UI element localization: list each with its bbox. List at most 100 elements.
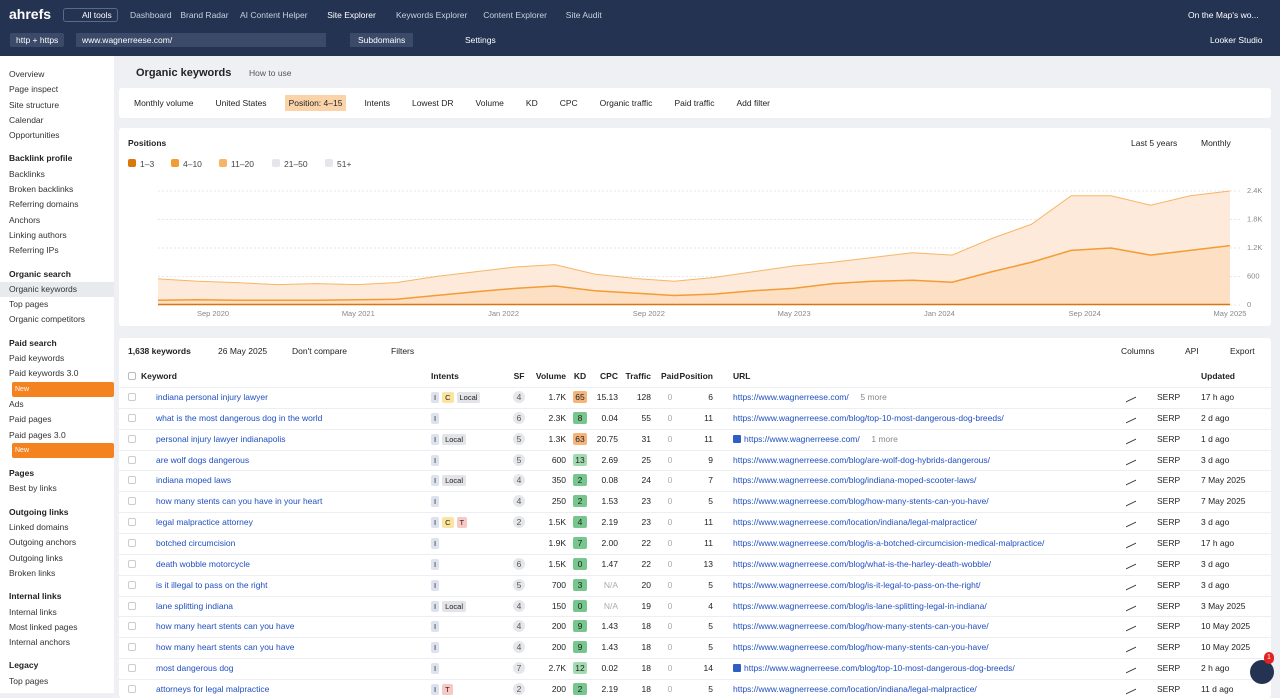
date-select[interactable]: 26 May 2025 — [218, 345, 267, 357]
legend-label[interactable]: 21–50 — [284, 158, 308, 170]
expand[interactable] — [142, 537, 150, 549]
legend-box[interactable] — [272, 159, 280, 167]
serp-btn[interactable]: SERP — [1157, 433, 1180, 445]
keyword[interactable]: how many stents can you have in your hea… — [156, 495, 322, 507]
legend-label[interactable]: 1–3 — [140, 158, 154, 170]
legend-label[interactable]: 51+ — [337, 158, 351, 170]
keyword[interactable]: lane splitting indiana — [156, 600, 233, 612]
sidebar-item[interactable]: Site structure — [0, 98, 114, 113]
sidebar-item[interactable]: Linked domains — [0, 520, 114, 535]
sidebar-item[interactable]: Referring domains — [0, 197, 114, 212]
keyword[interactable]: are wolf dogs dangerous — [156, 454, 249, 466]
keyword[interactable]: botched circumcision — [156, 537, 235, 549]
nav-item[interactable]: AI Content Helper — [240, 10, 308, 20]
expand[interactable] — [142, 412, 150, 424]
filter[interactable]: KD — [522, 95, 542, 111]
filter[interactable]: CPC — [556, 95, 582, 111]
columns-btn[interactable]: Columns — [1121, 345, 1155, 357]
workspace[interactable]: On the Map's wo... — [1188, 10, 1259, 20]
sidebar-item[interactable]: Organic competitors — [0, 312, 114, 327]
sidebar-item[interactable]: Internal anchors — [0, 635, 114, 650]
checkbox[interactable] — [128, 602, 136, 610]
expand[interactable] — [142, 641, 150, 653]
sidebar-group[interactable]: Internal links — [0, 589, 114, 604]
keyword[interactable]: most dangerous dog — [156, 662, 234, 674]
keyword[interactable]: how many heart stents can you have — [156, 620, 294, 632]
column-header[interactable]: Intents — [431, 370, 459, 382]
expand[interactable] — [142, 391, 150, 403]
column-header[interactable]: Position — [653, 370, 713, 382]
url[interactable]: https://www.wagnerreese.com/blog/is-a-bo… — [733, 537, 1044, 549]
sidebar-item[interactable]: Ads — [0, 397, 114, 412]
nav-item[interactable]: Dashboard — [130, 10, 172, 20]
compare-select[interactable]: Don't compare — [292, 345, 347, 357]
keyword[interactable]: what is the most dangerous dog in the wo… — [156, 412, 322, 424]
checkbox[interactable] — [128, 372, 136, 380]
url[interactable]: https://www.wagnerreese.com/blog/top-10-… — [744, 662, 1015, 674]
keyword[interactable]: personal injury lawyer indianapolis — [156, 433, 285, 445]
checkbox[interactable] — [128, 456, 136, 464]
serp-btn[interactable]: SERP — [1157, 579, 1180, 591]
looker[interactable]: Looker Studio — [1210, 35, 1262, 45]
url[interactable]: https://www.wagnerreese.com/blog/what-is… — [733, 558, 991, 570]
expand[interactable] — [142, 600, 150, 612]
sidebar-item[interactable]: Calendar — [0, 113, 114, 128]
serp-btn[interactable]: SERP — [1157, 558, 1180, 570]
keyword[interactable]: death wobble motorcycle — [156, 558, 250, 570]
sidebar-item[interactable]: Page inspect — [0, 82, 114, 97]
filter[interactable]: United States — [212, 95, 271, 111]
checkbox[interactable] — [128, 539, 136, 547]
range-select[interactable]: Last 5 years — [1131, 137, 1177, 149]
url[interactable]: https://www.wagnerreese.com/blog/are-wol… — [733, 454, 990, 466]
url[interactable]: https://www.wagnerreese.com/blog/indiana… — [733, 474, 976, 486]
sidebar-group[interactable]: Pages — [0, 466, 114, 481]
url[interactable]: https://www.wagnerreese.com/ — [733, 391, 849, 403]
serp-btn[interactable]: SERP — [1157, 683, 1180, 695]
sidebar-group[interactable]: Organic search — [0, 267, 114, 282]
expand[interactable] — [142, 683, 150, 695]
checkbox[interactable] — [128, 664, 136, 672]
expand[interactable] — [142, 516, 150, 528]
sidebar-group[interactable]: Paid search — [0, 336, 114, 351]
api-btn[interactable]: API — [1185, 345, 1199, 357]
subdomains[interactable]: Subdomains — [350, 33, 413, 47]
keyword[interactable]: indiana moped laws — [156, 474, 231, 486]
expand[interactable] — [142, 454, 150, 466]
nav-item[interactable]: Brand Radar — [180, 10, 228, 20]
expand[interactable] — [142, 620, 150, 632]
nav-item[interactable]: Site Audit — [566, 10, 602, 20]
filter[interactable]: Intents — [360, 95, 394, 111]
checkbox[interactable] — [128, 560, 136, 568]
keyword[interactable]: how many heart stents can you have — [156, 641, 294, 653]
sidebar-item[interactable]: Opportunities — [0, 128, 114, 143]
sidebar-item[interactable]: Most linked pages — [0, 620, 114, 635]
checkbox[interactable] — [128, 414, 136, 422]
expand[interactable] — [142, 662, 150, 674]
serp-btn[interactable]: SERP — [1157, 454, 1180, 466]
filter[interactable]: Volume — [472, 95, 508, 111]
sidebar-item[interactable]: Anchors — [0, 213, 114, 228]
checkbox[interactable] — [128, 581, 136, 589]
checkbox[interactable] — [128, 643, 136, 651]
serp-btn[interactable]: SERP — [1157, 412, 1180, 424]
sidebar-group[interactable]: Legacy — [0, 658, 114, 673]
url[interactable]: https://www.wagnerreese.com/location/ind… — [733, 683, 977, 695]
serp-btn[interactable]: SERP — [1157, 537, 1180, 549]
sidebar-item[interactable]: Paid pages — [0, 412, 114, 427]
protocol[interactable]: http + https — [10, 33, 64, 47]
sidebar-item[interactable]: Best by links — [0, 481, 114, 496]
sidebar-item[interactable]: Top pages — [0, 674, 114, 689]
checkbox[interactable] — [128, 518, 136, 526]
checkbox[interactable] — [128, 685, 136, 693]
url[interactable]: https://www.wagnerreese.com/blog/how-man… — [733, 495, 989, 507]
keyword[interactable]: is it illegal to pass on the right — [156, 579, 268, 591]
checkbox[interactable] — [128, 622, 136, 630]
sidebar-item[interactable]: Linking authors — [0, 228, 114, 243]
filter[interactable]: Lowest DR — [408, 95, 458, 111]
more-urls[interactable]: 1 more — [871, 433, 897, 445]
sidebar-item[interactable]: Referring IPs — [0, 243, 114, 258]
column-header[interactable]: Volume — [506, 370, 566, 382]
column-header[interactable]: Traffic — [591, 370, 651, 382]
sidebar-item[interactable]: Internal links — [0, 605, 114, 620]
column-header[interactable]: Updated — [1201, 370, 1235, 382]
